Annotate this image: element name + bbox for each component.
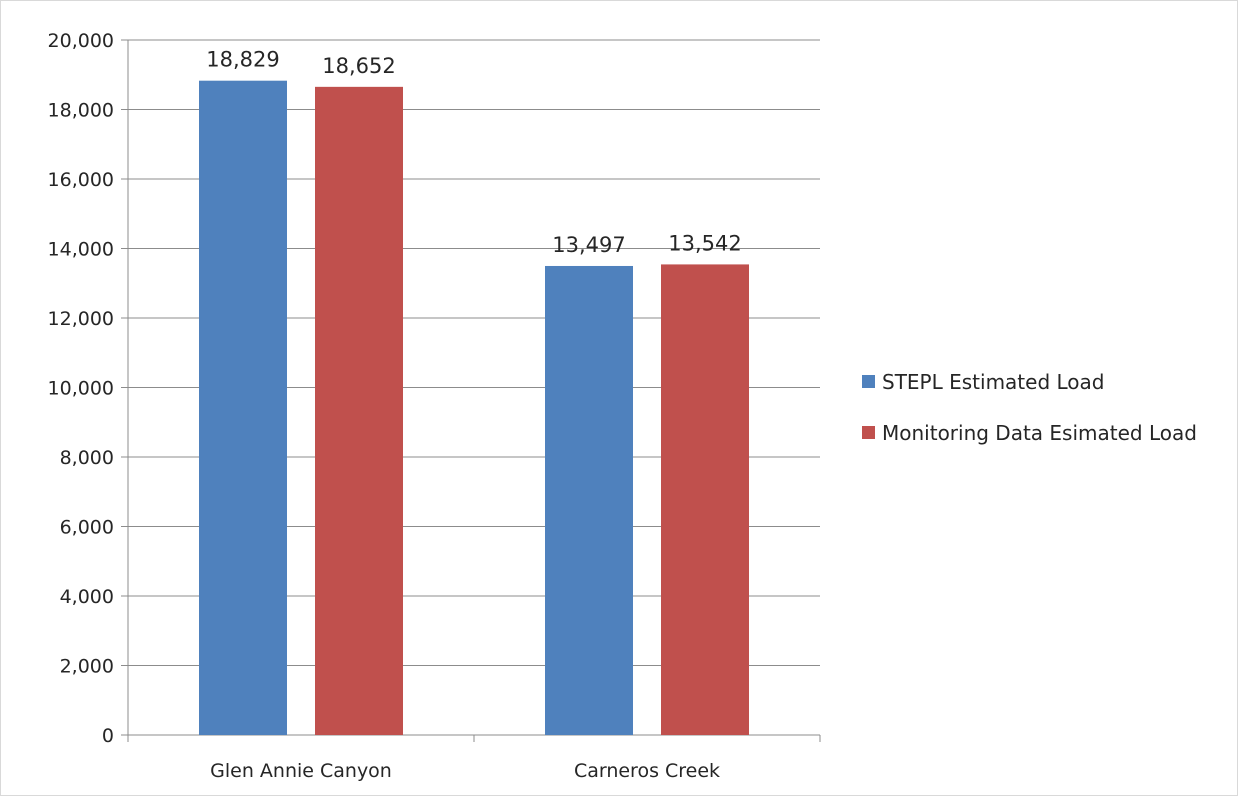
data-label: 13,542 (668, 231, 741, 255)
y-tick-label: 14,000 (48, 239, 114, 261)
legend: STEPL Estimated Load Monitoring Data Esim… (862, 370, 1197, 445)
legend-swatch (862, 375, 875, 388)
y-tick-label: 10,000 (48, 378, 114, 400)
y-tick-label: 0 (102, 725, 114, 747)
y-tick-label: 18,000 (48, 100, 114, 122)
legend-label: STEPL Estimated Load (882, 370, 1104, 394)
data-labels: 18,829 18,652 13,497 13,542 (206, 48, 741, 257)
y-tick-label: 8,000 (60, 447, 114, 469)
y-tick-label: 6,000 (60, 517, 114, 539)
legend-swatch (862, 426, 875, 439)
bar (199, 80, 287, 735)
bar (545, 265, 633, 735)
bar (661, 264, 749, 735)
x-tick-label: Carneros Creek (574, 760, 720, 782)
data-label: 13,497 (552, 233, 625, 257)
y-tick-label: 16,000 (48, 169, 114, 191)
legend-label: Monitoring Data Esimated Load (882, 421, 1197, 445)
bars (199, 80, 749, 735)
x-tick-label: Glen Annie Canyon (210, 760, 392, 782)
y-tick-label: 20,000 (48, 30, 114, 52)
y-tick-label: 4,000 (60, 586, 114, 608)
y-tick-label: 12,000 (48, 308, 114, 330)
data-label: 18,652 (322, 54, 395, 78)
bar (315, 86, 403, 735)
y-tick-label: 2,000 (60, 656, 114, 678)
data-label: 18,829 (206, 48, 279, 72)
